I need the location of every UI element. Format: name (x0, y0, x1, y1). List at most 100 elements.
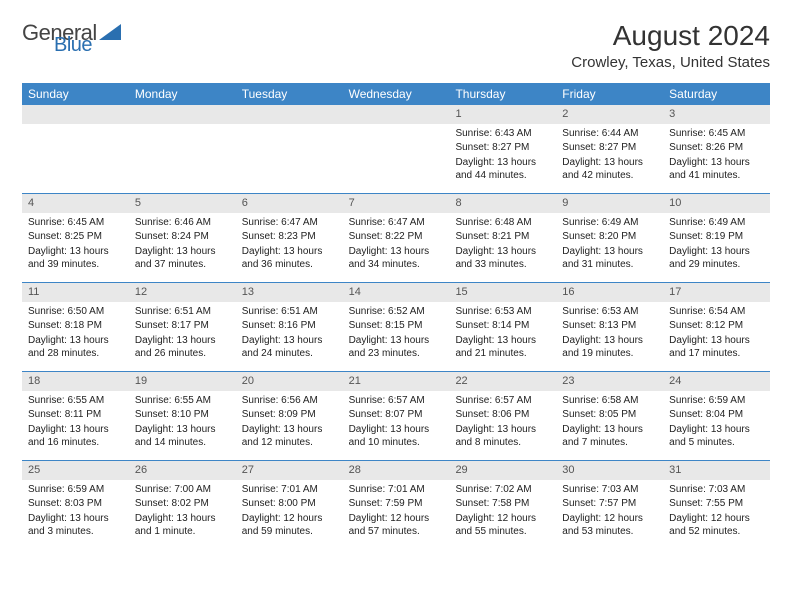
day-number (343, 105, 450, 124)
daylight-text: Daylight: 13 hours and 34 minutes. (349, 245, 444, 272)
day-number: 14 (343, 283, 450, 302)
calendar-cell: 28Sunrise: 7:01 AMSunset: 7:59 PMDayligh… (343, 461, 450, 549)
day-details: Sunrise: 7:02 AMSunset: 7:58 PMDaylight:… (449, 480, 556, 546)
day-number (22, 105, 129, 124)
calendar-cell: 4Sunrise: 6:45 AMSunset: 8:25 PMDaylight… (22, 194, 129, 282)
sunrise-text: Sunrise: 6:53 AM (455, 305, 550, 319)
day-details: Sunrise: 6:59 AMSunset: 8:03 PMDaylight:… (22, 480, 129, 546)
sunset-text: Sunset: 8:19 PM (669, 230, 764, 244)
sunset-text: Sunset: 8:27 PM (562, 141, 657, 155)
daylight-text: Daylight: 13 hours and 10 minutes. (349, 423, 444, 450)
calendar-cell: 26Sunrise: 7:00 AMSunset: 8:02 PMDayligh… (129, 461, 236, 549)
daylight-text: Daylight: 13 hours and 21 minutes. (455, 334, 550, 361)
day-number (236, 105, 343, 124)
calendar-cell: 12Sunrise: 6:51 AMSunset: 8:17 PMDayligh… (129, 283, 236, 371)
day-header-row: SundayMondayTuesdayWednesdayThursdayFrid… (22, 83, 770, 105)
day-details: Sunrise: 6:49 AMSunset: 8:19 PMDaylight:… (663, 213, 770, 279)
daylight-text: Daylight: 13 hours and 37 minutes. (135, 245, 230, 272)
sunset-text: Sunset: 7:57 PM (562, 497, 657, 511)
daylight-text: Daylight: 13 hours and 17 minutes. (669, 334, 764, 361)
daylight-text: Daylight: 13 hours and 8 minutes. (455, 423, 550, 450)
day-details: Sunrise: 6:56 AMSunset: 8:09 PMDaylight:… (236, 391, 343, 457)
daylight-text: Daylight: 13 hours and 23 minutes. (349, 334, 444, 361)
calendar-cell: 23Sunrise: 6:58 AMSunset: 8:05 PMDayligh… (556, 372, 663, 460)
daylight-text: Daylight: 13 hours and 19 minutes. (562, 334, 657, 361)
sunrise-text: Sunrise: 6:52 AM (349, 305, 444, 319)
calendar-cell: 20Sunrise: 6:56 AMSunset: 8:09 PMDayligh… (236, 372, 343, 460)
day-number: 13 (236, 283, 343, 302)
day-number: 5 (129, 194, 236, 213)
day-details: Sunrise: 6:57 AMSunset: 8:07 PMDaylight:… (343, 391, 450, 457)
calendar-cell: 31Sunrise: 7:03 AMSunset: 7:55 PMDayligh… (663, 461, 770, 549)
sunrise-text: Sunrise: 6:59 AM (28, 483, 123, 497)
sunrise-text: Sunrise: 7:01 AM (349, 483, 444, 497)
day-details: Sunrise: 6:45 AMSunset: 8:26 PMDaylight:… (663, 124, 770, 190)
sunrise-text: Sunrise: 6:47 AM (242, 216, 337, 230)
daylight-text: Daylight: 13 hours and 5 minutes. (669, 423, 764, 450)
day-number: 28 (343, 461, 450, 480)
calendar-cell: 3Sunrise: 6:45 AMSunset: 8:26 PMDaylight… (663, 105, 770, 193)
calendar-cell: 25Sunrise: 6:59 AMSunset: 8:03 PMDayligh… (22, 461, 129, 549)
calendar-cell: 11Sunrise: 6:50 AMSunset: 8:18 PMDayligh… (22, 283, 129, 371)
brand-subname: Blue (54, 34, 92, 57)
location-subtitle: Crowley, Texas, United States (571, 54, 770, 71)
calendar-cell: 30Sunrise: 7:03 AMSunset: 7:57 PMDayligh… (556, 461, 663, 549)
day-number: 9 (556, 194, 663, 213)
sunset-text: Sunset: 8:16 PM (242, 319, 337, 333)
day-details: Sunrise: 6:51 AMSunset: 8:17 PMDaylight:… (129, 302, 236, 368)
daylight-text: Daylight: 13 hours and 12 minutes. (242, 423, 337, 450)
sunset-text: Sunset: 8:06 PM (455, 408, 550, 422)
sunset-text: Sunset: 8:12 PM (669, 319, 764, 333)
daylight-text: Daylight: 13 hours and 41 minutes. (669, 156, 764, 183)
daylight-text: Daylight: 12 hours and 57 minutes. (349, 512, 444, 539)
day-details: Sunrise: 6:47 AMSunset: 8:22 PMDaylight:… (343, 213, 450, 279)
calendar-cell: 22Sunrise: 6:57 AMSunset: 8:06 PMDayligh… (449, 372, 556, 460)
sunset-text: Sunset: 8:00 PM (242, 497, 337, 511)
calendar-cell: 13Sunrise: 6:51 AMSunset: 8:16 PMDayligh… (236, 283, 343, 371)
calendar-cell: 1Sunrise: 6:43 AMSunset: 8:27 PMDaylight… (449, 105, 556, 193)
day-number: 10 (663, 194, 770, 213)
day-details: Sunrise: 6:58 AMSunset: 8:05 PMDaylight:… (556, 391, 663, 457)
calendar-cell: 18Sunrise: 6:55 AMSunset: 8:11 PMDayligh… (22, 372, 129, 460)
daylight-text: Daylight: 13 hours and 1 minute. (135, 512, 230, 539)
daylight-text: Daylight: 13 hours and 36 minutes. (242, 245, 337, 272)
sunset-text: Sunset: 8:09 PM (242, 408, 337, 422)
sunset-text: Sunset: 8:03 PM (28, 497, 123, 511)
day-header-cell: Wednesday (343, 83, 450, 105)
daylight-text: Daylight: 13 hours and 29 minutes. (669, 245, 764, 272)
day-number: 19 (129, 372, 236, 391)
day-number: 27 (236, 461, 343, 480)
sunrise-text: Sunrise: 6:57 AM (349, 394, 444, 408)
daylight-text: Daylight: 13 hours and 33 minutes. (455, 245, 550, 272)
daylight-text: Daylight: 13 hours and 7 minutes. (562, 423, 657, 450)
calendar-cell (22, 105, 129, 193)
sunrise-text: Sunrise: 6:49 AM (562, 216, 657, 230)
calendar-week: 4Sunrise: 6:45 AMSunset: 8:25 PMDaylight… (22, 194, 770, 283)
day-details: Sunrise: 6:55 AMSunset: 8:10 PMDaylight:… (129, 391, 236, 457)
sunset-text: Sunset: 8:23 PM (242, 230, 337, 244)
calendar-cell: 6Sunrise: 6:47 AMSunset: 8:23 PMDaylight… (236, 194, 343, 282)
sunset-text: Sunset: 8:18 PM (28, 319, 123, 333)
sunset-text: Sunset: 8:07 PM (349, 408, 444, 422)
daylight-text: Daylight: 13 hours and 44 minutes. (455, 156, 550, 183)
calendar-body: 1Sunrise: 6:43 AMSunset: 8:27 PMDaylight… (22, 105, 770, 549)
sunset-text: Sunset: 7:58 PM (455, 497, 550, 511)
sunset-text: Sunset: 8:24 PM (135, 230, 230, 244)
calendar-week: 25Sunrise: 6:59 AMSunset: 8:03 PMDayligh… (22, 461, 770, 549)
daylight-text: Daylight: 13 hours and 31 minutes. (562, 245, 657, 272)
sunset-text: Sunset: 8:14 PM (455, 319, 550, 333)
sunrise-text: Sunrise: 7:03 AM (562, 483, 657, 497)
day-details: Sunrise: 6:43 AMSunset: 8:27 PMDaylight:… (449, 124, 556, 190)
calendar: SundayMondayTuesdayWednesdayThursdayFrid… (22, 83, 770, 549)
day-number: 1 (449, 105, 556, 124)
sunset-text: Sunset: 8:27 PM (455, 141, 550, 155)
calendar-cell: 15Sunrise: 6:53 AMSunset: 8:14 PMDayligh… (449, 283, 556, 371)
day-header-cell: Saturday (663, 83, 770, 105)
sunrise-text: Sunrise: 7:03 AM (669, 483, 764, 497)
sunset-text: Sunset: 8:11 PM (28, 408, 123, 422)
sunset-text: Sunset: 8:05 PM (562, 408, 657, 422)
daylight-text: Daylight: 13 hours and 3 minutes. (28, 512, 123, 539)
day-number: 24 (663, 372, 770, 391)
day-header-cell: Tuesday (236, 83, 343, 105)
day-number: 3 (663, 105, 770, 124)
